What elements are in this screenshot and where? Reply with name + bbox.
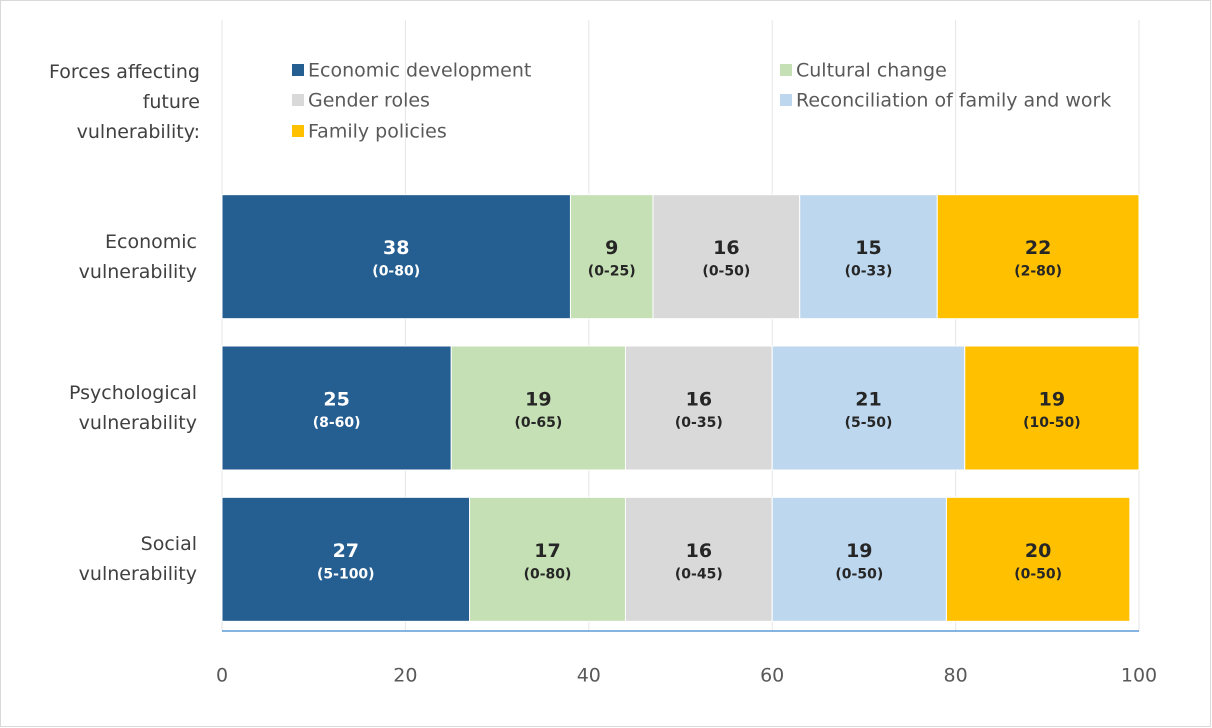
data-label: 27 <box>333 540 359 562</box>
range-label: (0-25) <box>588 264 636 280</box>
bar-segment <box>771 345 966 471</box>
bar-segment <box>936 194 1140 320</box>
data-label: 16 <box>713 237 739 259</box>
range-label: (0-80) <box>524 566 572 582</box>
range-label: (0-50) <box>835 566 883 582</box>
y-tick-label: Social vulnerability <box>78 533 197 586</box>
bar-segment <box>964 345 1140 471</box>
data-label: 22 <box>1025 237 1051 259</box>
bar-segment <box>799 194 938 320</box>
x-tick-label: 20 <box>393 665 417 687</box>
bar-segment <box>945 496 1131 622</box>
data-label: 17 <box>534 540 560 562</box>
x-tick-label: 100 <box>1121 665 1157 687</box>
data-label: 16 <box>686 389 712 411</box>
bar-segment <box>771 496 947 622</box>
range-label: (0-33) <box>845 264 893 280</box>
legend-swatch <box>780 64 792 76</box>
range-label: (5-50) <box>845 415 893 431</box>
range-label: (10-50) <box>1023 415 1081 431</box>
range-label: (0-80) <box>372 264 420 280</box>
y-tick-label: Psychological vulnerability <box>69 382 197 434</box>
x-tick-label: 60 <box>760 665 784 687</box>
data-label: 19 <box>525 389 551 411</box>
bar-segment <box>469 496 626 622</box>
bar-segment <box>624 345 773 471</box>
data-label: 19 <box>846 540 872 562</box>
legend-swatch <box>292 94 304 106</box>
data-label: 19 <box>1039 389 1065 411</box>
legend-label: Cultural change <box>796 60 947 82</box>
data-label: 20 <box>1025 540 1051 562</box>
bar-segment <box>221 496 471 622</box>
range-label: (5-100) <box>317 566 375 582</box>
legend-label: Family policies <box>308 121 447 143</box>
range-label: (2-80) <box>1014 264 1062 280</box>
legend-label: Reconciliation of family and work <box>796 90 1111 112</box>
data-label: 15 <box>855 237 881 259</box>
range-label: (0-65) <box>514 415 562 431</box>
range-label: (0-50) <box>702 264 750 280</box>
data-label: 25 <box>323 389 349 411</box>
y-tick-label: Economic vulnerability <box>78 230 197 283</box>
range-label: (0-50) <box>1014 566 1062 582</box>
legend-swatch <box>780 94 792 106</box>
x-tick-label: 0 <box>216 665 228 687</box>
data-label: 16 <box>686 540 712 562</box>
data-label: 38 <box>383 237 409 259</box>
range-label: (8-60) <box>313 415 361 431</box>
bar-segment <box>450 345 626 471</box>
range-label: (0-35) <box>675 415 723 431</box>
x-tick-label: 40 <box>577 665 601 687</box>
bar-segment <box>221 194 571 320</box>
legend-swatch <box>292 125 304 137</box>
legend-label: Gender roles <box>308 90 430 112</box>
data-label: 9 <box>605 237 618 259</box>
x-tick-label: 80 <box>944 665 968 687</box>
bar-segment <box>569 194 654 320</box>
legend-title: Forces affecting future vulnerability: <box>48 61 200 143</box>
bar-segment <box>652 194 801 320</box>
range-label: (0-45) <box>675 566 723 582</box>
data-label: 21 <box>855 389 881 411</box>
bar-segment <box>221 345 452 471</box>
legend-label: Economic development <box>308 60 531 82</box>
legend-swatch <box>292 64 304 76</box>
